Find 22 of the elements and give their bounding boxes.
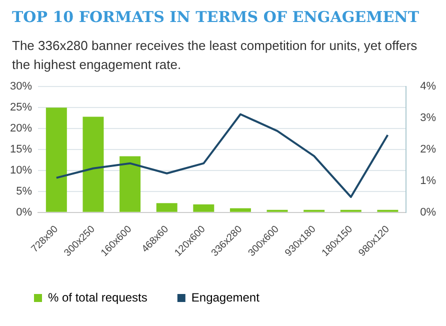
- bar: [156, 203, 178, 212]
- y-tick-label: 0%: [16, 206, 32, 218]
- y2-tick-label: 1%: [420, 174, 436, 187]
- legend-label: % of total requests: [48, 290, 148, 304]
- y-tick-label: 25%: [10, 102, 32, 114]
- y2-tick-label: 2%: [420, 144, 436, 156]
- y-tick-label: 5%: [16, 185, 32, 198]
- bar: [120, 156, 141, 212]
- y2-tick-label: 0%: [420, 206, 436, 218]
- y-tick-label: 20%: [10, 122, 32, 135]
- y-tick-label: 10%: [10, 164, 32, 176]
- bar: [193, 204, 214, 212]
- chart-title: TOP 10 FORMATS IN TERMS OF ENGAGEMENT: [11, 7, 420, 26]
- y2-tick-label: 3%: [420, 112, 436, 124]
- bar: [82, 116, 104, 212]
- bar: [230, 208, 251, 212]
- legend-label: Engagement: [191, 290, 260, 304]
- chart-subtitle: The 336x280 banner receives the least competition for units, yet offers the highest engagement rate.: [11, 37, 418, 74]
- y2-tick-label: 4%: [420, 80, 436, 93]
- y-tick-label: 30%: [10, 80, 32, 93]
- y-tick-label: 15%: [10, 144, 32, 156]
- bar: [46, 108, 67, 212]
